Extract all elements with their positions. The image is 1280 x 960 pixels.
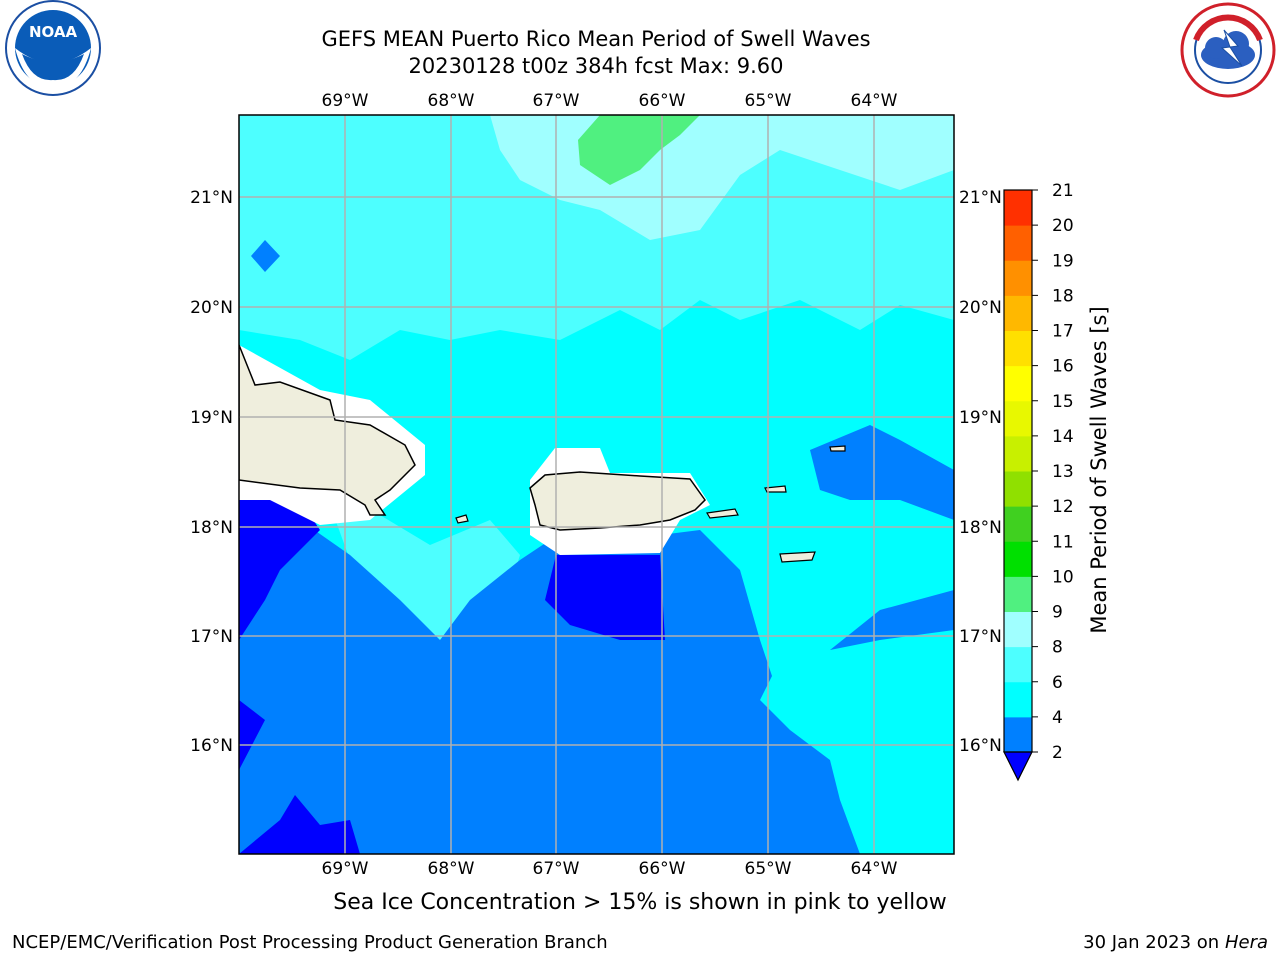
colorbar-tick-label: 11: [1052, 532, 1074, 552]
colorbar-segment: [1004, 681, 1032, 718]
map-subtitle-forecast: 20230128 t00z 384h fcst Max: 9.60: [408, 54, 784, 78]
noaa-logo: NOAA: [5, 0, 101, 96]
colorbar-segment: [1004, 471, 1032, 507]
fill-region-6-8-north: [239, 115, 954, 360]
colorbar-tick-label: 6: [1052, 673, 1063, 693]
lon-label-top: 66°W: [639, 91, 686, 111]
lon-label-bottom: 68°W: [428, 859, 475, 879]
lon-label-bottom: 69°W: [322, 859, 369, 879]
lon-labels-top: 69°W 68°W 67°W 66°W 65°W 64°W: [322, 91, 898, 111]
fill-region-below-2-southwest: [239, 500, 320, 640]
lon-label-top: 67°W: [533, 91, 580, 111]
colorbar-tick-label: 17: [1052, 322, 1074, 342]
land-hispaniola: [239, 344, 416, 516]
lat-label-right: 16°N: [959, 736, 1002, 756]
map-plot-area: [239, 115, 954, 854]
fill-region-2-4-west-diamond: [251, 240, 280, 272]
land-small-island: [455, 514, 469, 524]
colorbar-segment: [1004, 330, 1032, 367]
colorbar-segment: [1004, 400, 1032, 437]
lat-label-right: 21°N: [959, 188, 1002, 208]
lat-label-right: 19°N: [959, 408, 1002, 428]
lat-label-right: 20°N: [959, 298, 1002, 318]
colorbar-segment: [1004, 576, 1032, 612]
noaa-logo-text: NOAA: [29, 23, 78, 41]
lat-label-left: 18°N: [190, 518, 233, 538]
colorbar-tick-label: 10: [1052, 567, 1074, 587]
lat-labels-left: 21°N 20°N 19°N 18°N 17°N 16°N: [190, 188, 233, 756]
lat-label-right: 17°N: [959, 627, 1002, 647]
colorbar: 2 4 6 8 9 10 11 12 13 14 15 16 17 18 19 20 21: [1003, 181, 1074, 782]
map-gridlines: [239, 115, 954, 854]
lat-label-left: 21°N: [190, 188, 233, 208]
colorbar-segment: [1004, 365, 1032, 402]
colorbar-segment: [1004, 190, 1032, 226]
colorbar-tick-label: 16: [1052, 357, 1074, 377]
land-virgin-islands: [706, 445, 846, 563]
colorbar-tick-label: 13: [1052, 462, 1074, 482]
colorbar-segment: [1004, 295, 1032, 331]
colorbar-tick-label: 12: [1052, 497, 1074, 517]
fill-region-below-2-west: [239, 700, 265, 770]
colorbar-segment: [1004, 506, 1032, 542]
lon-label-bottom: 66°W: [639, 859, 686, 879]
colorbar-segment: [1004, 646, 1032, 683]
colorbar-label: Mean Period of Swell Waves [s]: [1087, 306, 1111, 633]
lat-labels-right: 21°N 20°N 19°N 18°N 17°N 16°N: [959, 188, 1002, 756]
nws-logo: [1180, 2, 1276, 98]
fill-region-2-4-south: [239, 520, 954, 854]
lat-label-left: 19°N: [190, 408, 233, 428]
lon-labels-bottom: 69°W 68°W 67°W 66°W 65°W 64°W: [322, 859, 898, 879]
colorbar-segment: [1004, 225, 1032, 261]
footer-organization: NCEP/EMC/Verification Post Processing Pr…: [12, 932, 608, 953]
lat-label-right: 18°N: [959, 518, 1002, 538]
fill-region-4-6-southeast: [760, 630, 954, 854]
footer-machine: Hera: [1224, 932, 1268, 953]
colorbar-segment: [1004, 541, 1032, 577]
footer-date: 30 Jan 2023 on Hera: [1083, 932, 1268, 953]
colorbar-segment: [1004, 611, 1032, 648]
map-frame: [238, 114, 955, 855]
colorbar-tick-label: 2: [1052, 743, 1063, 763]
colorbar-tick-label: 18: [1052, 286, 1074, 306]
colorbar-tick-label: 9: [1052, 603, 1063, 623]
lon-label-bottom: 67°W: [533, 859, 580, 879]
colorbar-tick-label: 20: [1052, 216, 1074, 236]
lon-label-bottom: 64°W: [851, 859, 898, 879]
lat-label-left: 16°N: [190, 736, 233, 756]
colorbar-tick-label: 15: [1052, 392, 1074, 412]
colorbar-tick-label: 4: [1052, 708, 1063, 728]
lon-label-bottom: 65°W: [745, 859, 792, 879]
lon-label-top: 68°W: [428, 91, 475, 111]
fill-region-below-2-south: [239, 795, 360, 854]
colorbar-under-arrow: [1003, 751, 1033, 782]
fill-region-2-4-east: [810, 425, 954, 520]
fill-region-9-10: [578, 115, 700, 185]
colorbar-segment: [1004, 435, 1032, 472]
colorbar-segment: [1004, 260, 1032, 296]
lon-label-top: 69°W: [322, 91, 369, 111]
colorbar-tick-label: 8: [1052, 638, 1063, 658]
colorbar-tick-label: 19: [1052, 251, 1074, 271]
colorbar-segment: [1004, 716, 1032, 753]
colorbar-tick-label: 21: [1052, 181, 1074, 201]
map-title: GEFS MEAN Puerto Rico Mean Period of Swe…: [321, 27, 871, 51]
sea-ice-note: Sea Ice Concentration > 15% is shown in …: [333, 890, 947, 915]
lon-label-top: 65°W: [745, 91, 792, 111]
lon-label-top: 64°W: [851, 91, 898, 111]
colorbar-tick-label: 14: [1052, 427, 1074, 447]
lat-label-left: 17°N: [190, 627, 233, 647]
footer-date-text: 30 Jan 2023 on: [1083, 932, 1220, 953]
lat-label-left: 20°N: [190, 298, 233, 318]
fill-region-below-2-central: [545, 555, 665, 640]
